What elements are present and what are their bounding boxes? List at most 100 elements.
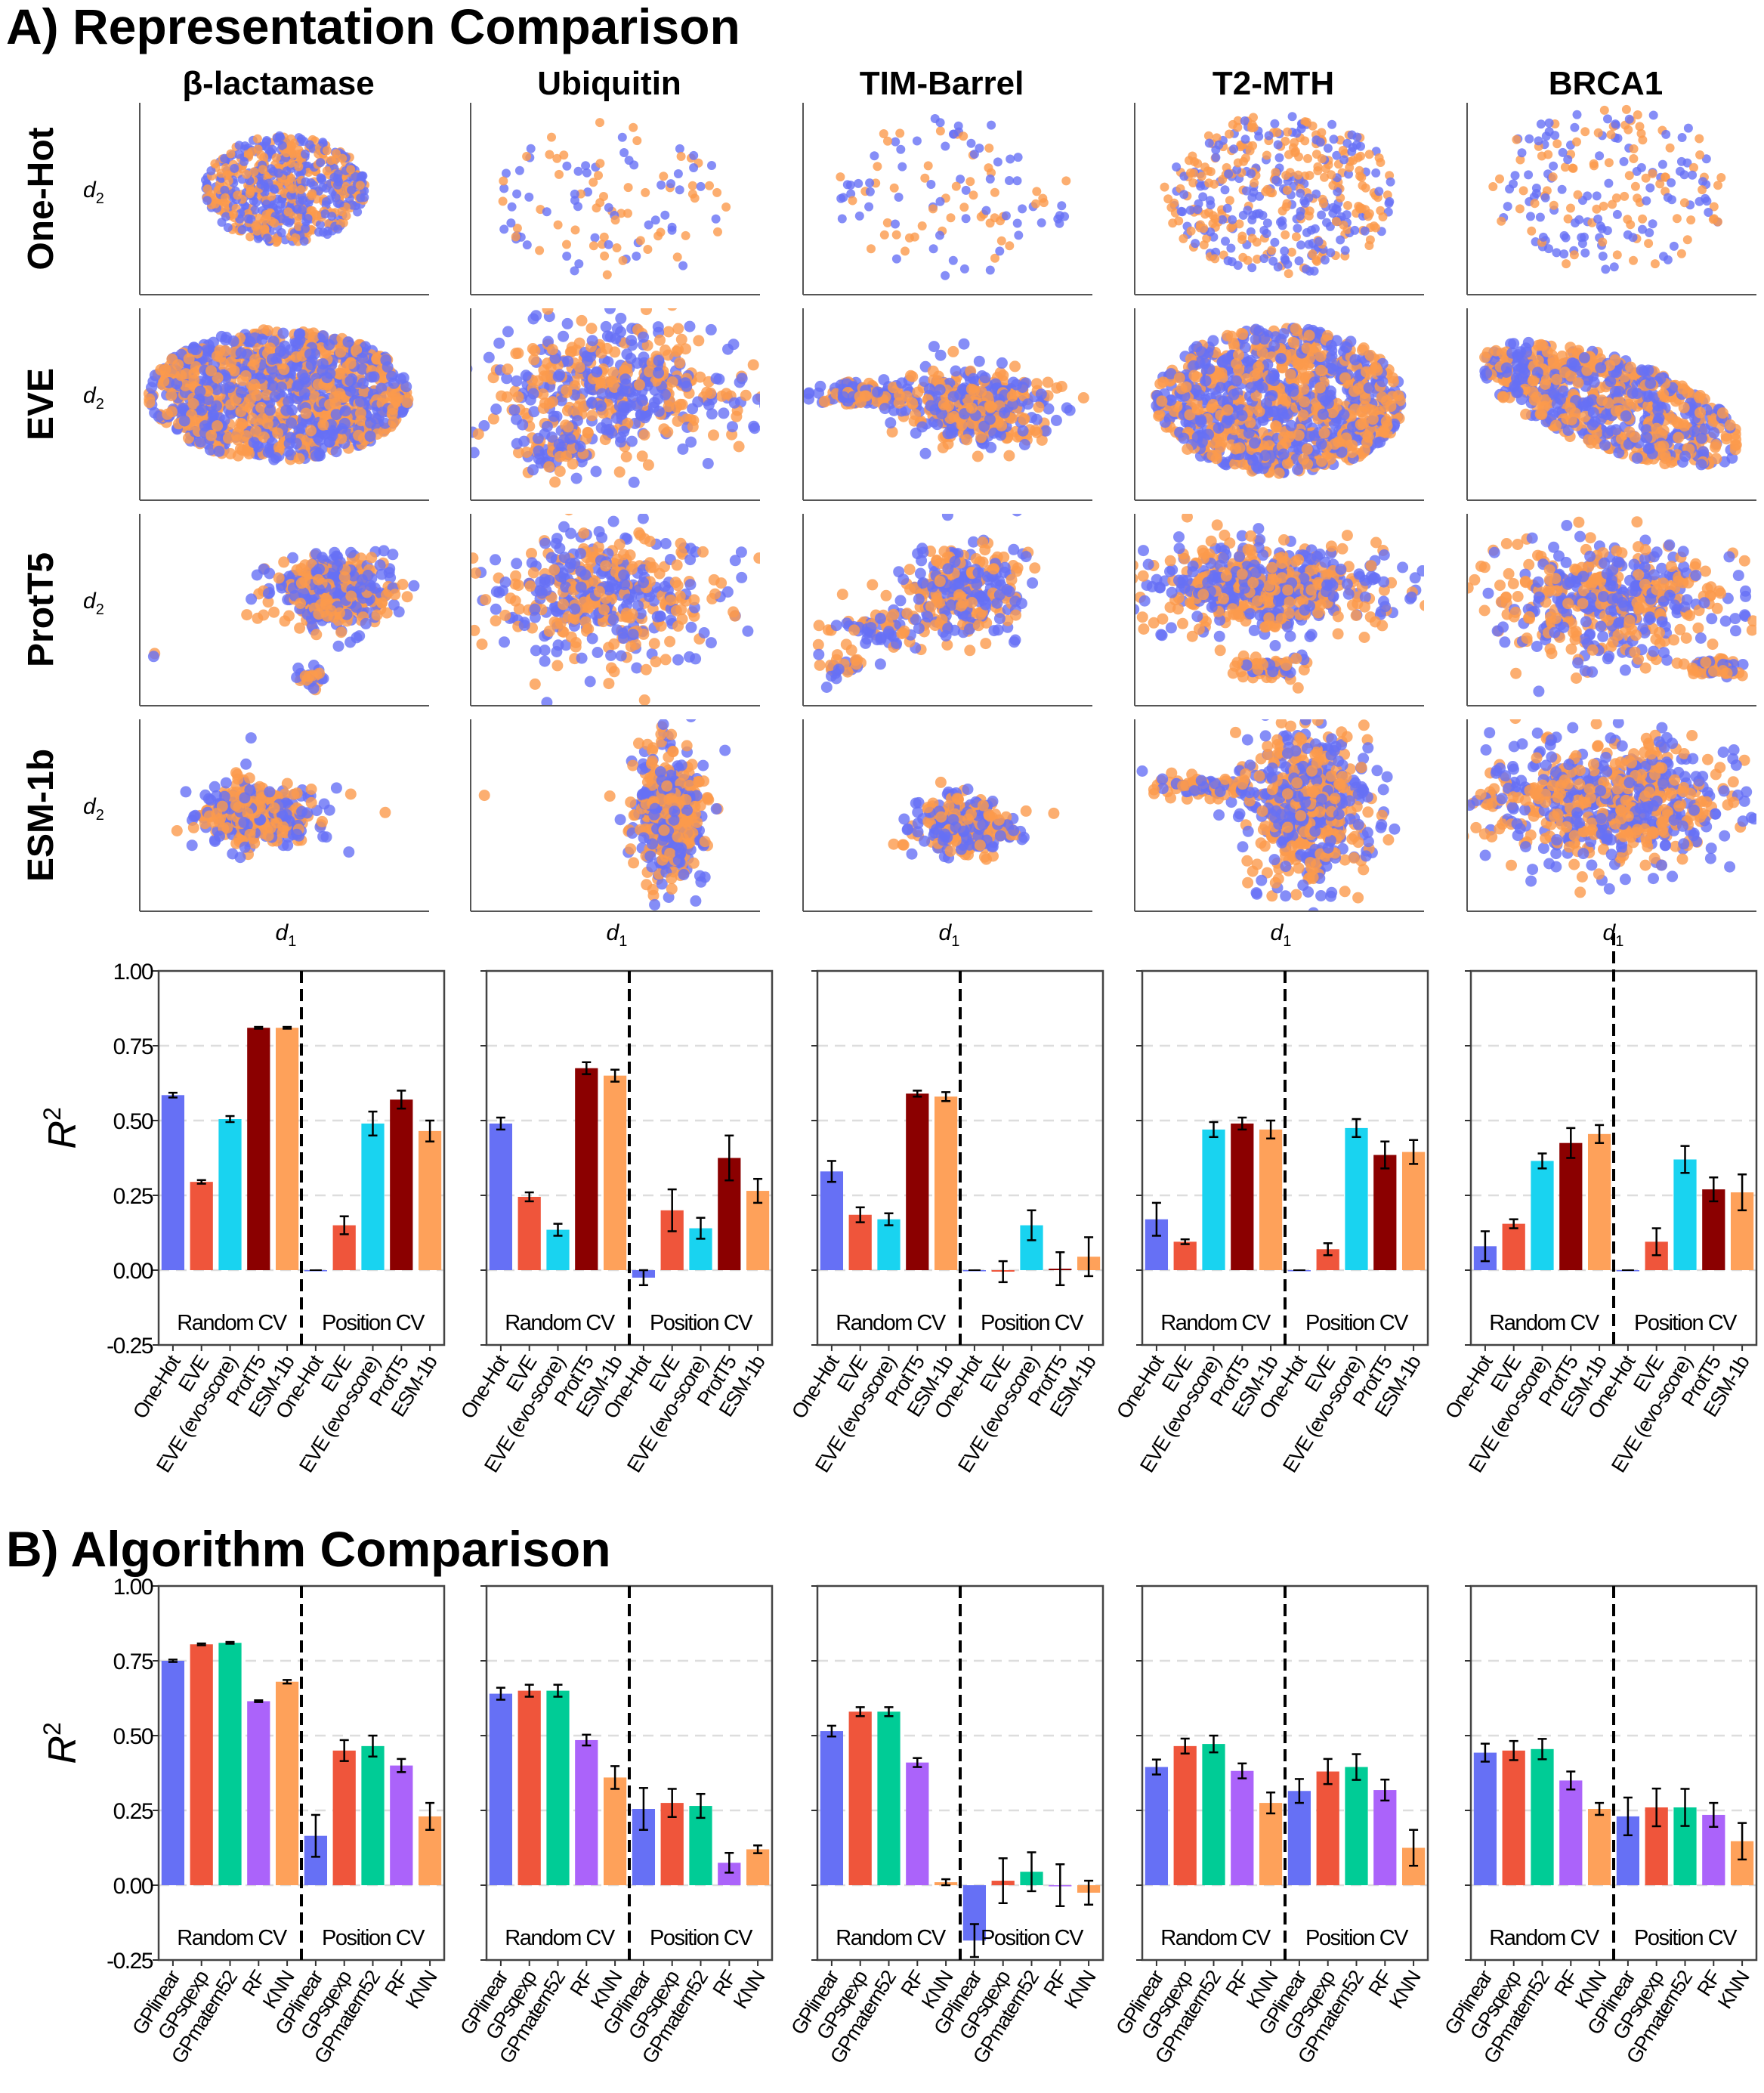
scatter-point [1611,193,1621,202]
scatter-point [615,431,627,444]
scatter-point [895,128,905,138]
scatter-point [1317,408,1329,420]
scatter-point [1378,212,1388,221]
scatter-point [585,397,598,410]
scatter-point [990,253,999,263]
scatter-point [997,369,1009,382]
scatter-point [235,347,247,359]
scatter-point [1315,455,1327,467]
scatter-point [838,391,850,403]
scatter-point [214,430,226,442]
scatter-point [685,436,697,448]
scatter-point [696,181,706,191]
scatter-point [1364,349,1376,361]
scatter-point [959,131,969,141]
scatter-point [326,429,338,441]
scatter-point [283,207,293,217]
scatter-point [1495,174,1504,184]
scatter-point [286,158,296,168]
scatter-point [736,373,748,385]
scatter-point [1304,211,1314,221]
scatter-point [502,363,514,376]
scatter-point [284,218,294,227]
scatter-point [1296,188,1305,198]
scatter-point [653,231,663,241]
scatter-point [292,380,303,392]
scatter-point [1340,246,1350,255]
scatter-point [1228,424,1240,436]
scatter-point [1363,382,1375,394]
scatter-point [624,156,634,165]
scatter-point [335,432,348,444]
scatter-point [951,181,961,191]
scatter-point [286,417,297,429]
scatter-point [296,134,306,144]
scatter-point [870,151,879,161]
scatter-point [803,393,814,405]
scatter-point [1259,225,1269,235]
scatter-point [1571,218,1580,227]
scatter-point [316,158,326,168]
scatter-point [1266,390,1278,402]
scatter-point [1061,402,1073,414]
scatter-point [1682,235,1692,245]
scatter-point [248,437,260,449]
scatter-point [276,227,286,237]
scatter-point [268,453,280,465]
scatter-point [1361,183,1370,193]
scatter-point [721,202,731,212]
scatter-point [1005,241,1015,251]
scatter-point [1231,375,1242,387]
scatter-point [867,244,876,254]
scatter-point [1612,250,1622,260]
scatter-point [598,240,607,249]
scatter-point [656,180,666,190]
scatter-point [925,400,937,412]
scatter-point [1327,407,1339,419]
scatter-point [277,141,287,150]
scatter-point [1331,204,1341,214]
scatter-point [628,476,640,488]
scatter-point [1077,392,1089,403]
scatter-point [1017,382,1029,393]
scatter-point [230,163,239,173]
scatter-point [1182,444,1194,455]
scatter-point [1293,170,1303,180]
scatter-point [1525,134,1534,144]
scatter-point [938,399,950,411]
scatter-point [1259,333,1270,345]
scatter-point [837,214,847,224]
scatter-point [636,450,648,462]
scatter-point [1319,199,1328,209]
scatter-point [1017,425,1029,437]
scatter-point [364,430,376,442]
scatter-point [1317,128,1327,138]
scatter-point [1196,181,1206,191]
scatter-point [1333,187,1342,196]
scatter-point [1273,262,1283,272]
scatter-point [1515,155,1525,165]
scatter-point [222,171,232,181]
scatter-point [1186,226,1196,236]
scatter-point [353,207,363,217]
scatter-point [1200,375,1212,387]
scatter-point [247,147,257,156]
scatter-point [1262,218,1272,228]
scatter-point [1250,460,1262,472]
scatter-point [1536,119,1546,129]
scatter-point [985,174,995,184]
scatter-point [346,165,356,175]
scatter-point [1322,218,1331,227]
scatter-point [573,166,583,176]
scatter-point [1233,349,1244,361]
scatter-point [397,372,409,384]
scatter-point [1623,125,1633,134]
scatter-point [1254,131,1264,141]
scatter-point [1242,356,1254,368]
scatter-point [1012,176,1022,186]
scatter-point [842,180,852,190]
scatter-point [294,162,304,172]
scatter-point [865,178,875,188]
scatter-point [1240,116,1250,125]
scatter-point [984,400,996,412]
